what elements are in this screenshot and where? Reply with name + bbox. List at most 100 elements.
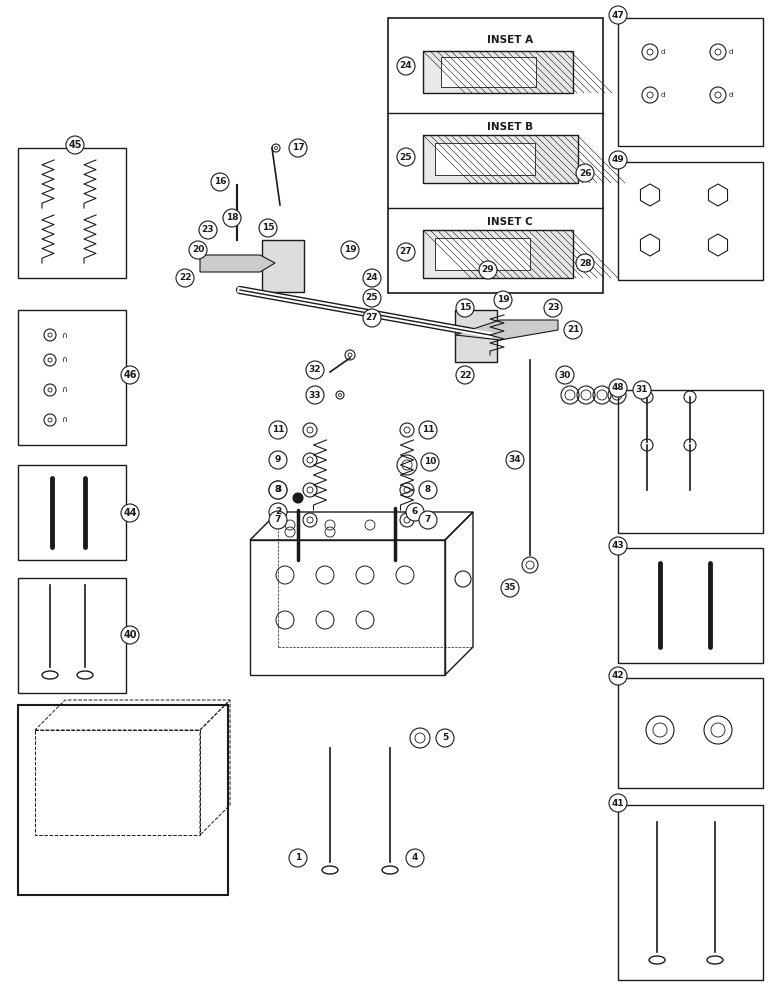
Text: 16: 16 — [214, 178, 226, 186]
Circle shape — [66, 136, 84, 154]
Text: ∩: ∩ — [62, 356, 68, 364]
Bar — [262, 240, 304, 292]
Circle shape — [406, 503, 424, 521]
Text: 40: 40 — [124, 630, 137, 640]
Bar — [441, 57, 536, 87]
Text: 15: 15 — [459, 304, 471, 312]
Circle shape — [176, 269, 194, 287]
Circle shape — [406, 849, 424, 867]
Text: d: d — [661, 92, 665, 98]
Circle shape — [211, 173, 229, 191]
Text: 33: 33 — [309, 390, 321, 399]
Bar — [18, 148, 126, 278]
Circle shape — [556, 366, 574, 384]
Circle shape — [576, 254, 594, 272]
Circle shape — [436, 729, 454, 747]
Text: 20: 20 — [191, 245, 204, 254]
Circle shape — [199, 221, 217, 239]
Circle shape — [341, 241, 359, 259]
Text: 22: 22 — [459, 370, 471, 379]
Circle shape — [269, 481, 287, 499]
Circle shape — [363, 289, 381, 307]
Text: 22: 22 — [179, 273, 191, 282]
Circle shape — [421, 453, 439, 471]
Circle shape — [609, 537, 627, 555]
Text: 19: 19 — [496, 296, 510, 304]
Bar — [618, 162, 763, 280]
Circle shape — [289, 849, 307, 867]
Bar — [618, 678, 763, 788]
Text: 21: 21 — [567, 326, 579, 334]
Bar — [18, 310, 126, 445]
Bar — [388, 18, 603, 293]
Circle shape — [269, 421, 287, 439]
Circle shape — [293, 493, 303, 503]
Text: 43: 43 — [611, 542, 625, 550]
Text: 5: 5 — [442, 734, 448, 742]
Circle shape — [544, 299, 562, 317]
Circle shape — [501, 579, 519, 597]
Text: 48: 48 — [611, 383, 625, 392]
Circle shape — [306, 386, 324, 404]
Circle shape — [397, 148, 415, 166]
Bar — [18, 465, 126, 560]
Circle shape — [363, 269, 381, 287]
Bar — [618, 548, 763, 663]
Text: 35: 35 — [504, 584, 516, 592]
Text: 27: 27 — [400, 247, 412, 256]
Text: 45: 45 — [68, 140, 82, 150]
Text: 18: 18 — [225, 214, 239, 223]
Bar — [618, 18, 763, 146]
Text: 31: 31 — [636, 385, 648, 394]
Circle shape — [259, 219, 277, 237]
Text: 49: 49 — [611, 155, 625, 164]
Text: 32: 32 — [309, 365, 321, 374]
Text: 15: 15 — [262, 224, 274, 232]
Text: d: d — [729, 49, 733, 55]
Circle shape — [419, 481, 437, 499]
Text: 46: 46 — [124, 370, 137, 380]
Text: 23: 23 — [201, 226, 215, 234]
Polygon shape — [455, 320, 558, 340]
Circle shape — [269, 511, 287, 529]
Text: 30: 30 — [559, 370, 571, 379]
Circle shape — [189, 241, 207, 259]
Text: ∩: ∩ — [62, 416, 68, 424]
Text: 7: 7 — [275, 516, 281, 524]
Bar — [423, 51, 573, 93]
Circle shape — [419, 421, 437, 439]
Polygon shape — [200, 255, 275, 272]
Circle shape — [609, 667, 627, 685]
Bar — [618, 805, 763, 980]
Text: 1: 1 — [295, 854, 301, 862]
Circle shape — [419, 511, 437, 529]
Circle shape — [609, 151, 627, 169]
Text: 23: 23 — [547, 304, 559, 312]
Bar — [435, 238, 530, 270]
Circle shape — [121, 366, 139, 384]
Circle shape — [456, 299, 474, 317]
Text: 26: 26 — [579, 168, 591, 178]
Text: 9: 9 — [275, 456, 281, 464]
Text: 28: 28 — [579, 258, 591, 267]
Circle shape — [269, 481, 287, 499]
Circle shape — [397, 243, 415, 261]
Text: 44: 44 — [124, 508, 137, 518]
Circle shape — [609, 794, 627, 812]
Bar — [18, 705, 228, 895]
Text: INSET B: INSET B — [487, 122, 533, 132]
Text: 34: 34 — [509, 456, 521, 464]
Circle shape — [609, 6, 627, 24]
Circle shape — [609, 379, 627, 397]
Bar — [18, 578, 126, 693]
Text: 47: 47 — [611, 10, 625, 19]
Text: ∩: ∩ — [62, 330, 68, 340]
Text: INSET A: INSET A — [487, 35, 533, 45]
Text: 11: 11 — [272, 426, 284, 434]
Text: 29: 29 — [482, 265, 494, 274]
Circle shape — [121, 626, 139, 644]
Text: 7: 7 — [425, 516, 432, 524]
Circle shape — [494, 291, 512, 309]
Text: 6: 6 — [412, 508, 418, 516]
Bar — [423, 135, 578, 183]
